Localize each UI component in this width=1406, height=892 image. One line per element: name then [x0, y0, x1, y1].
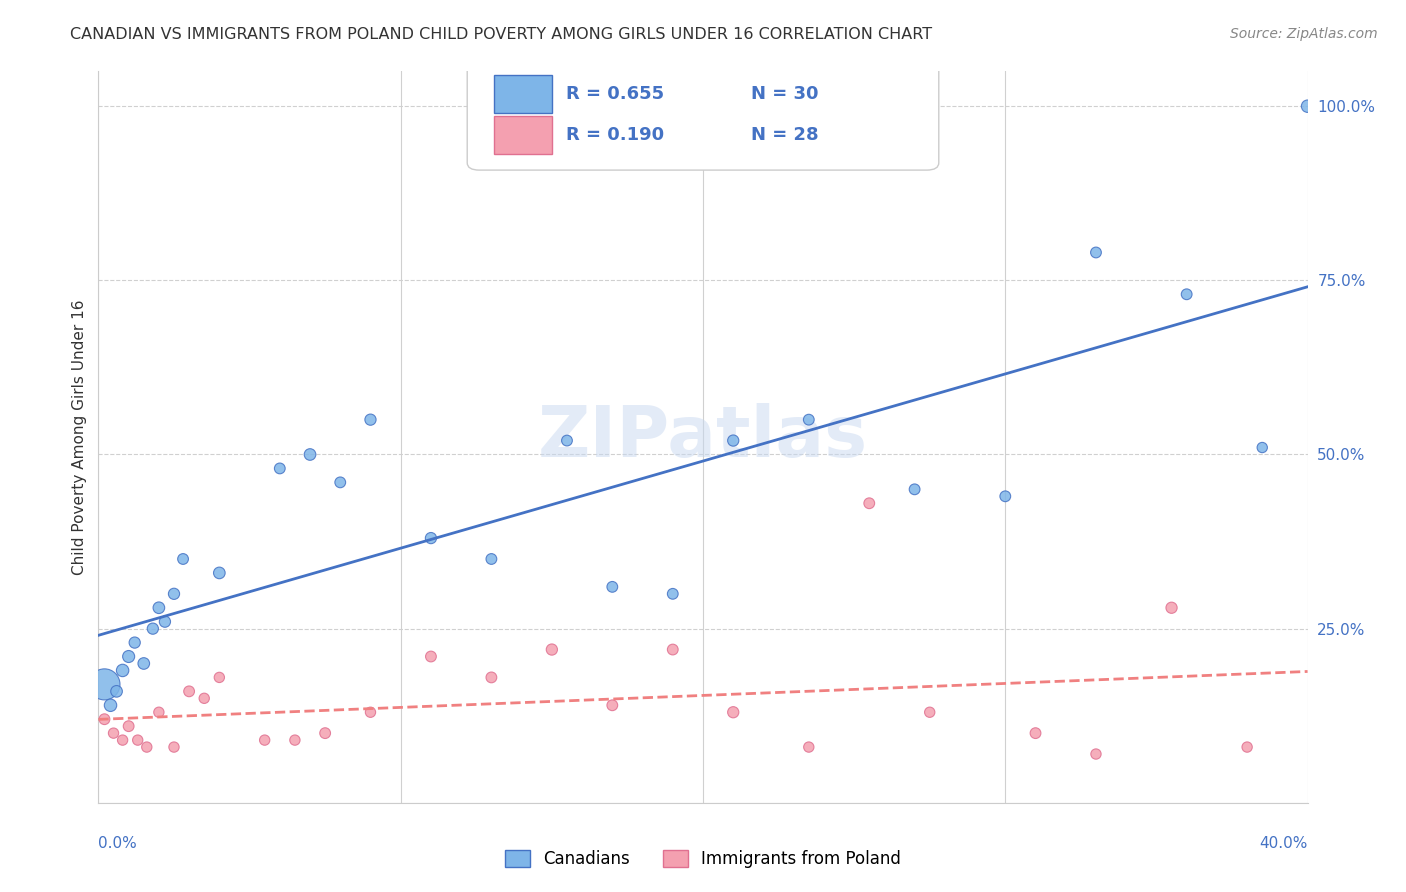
Point [1085, 747, 1108, 761]
Point [1085, 245, 1108, 260]
Point [555, 434, 578, 448]
Point [540, 642, 562, 657]
Point [1024, 726, 1046, 740]
Text: Source: ZipAtlas.com: Source: ZipAtlas.com [1230, 27, 1378, 41]
Point [105, 684, 128, 698]
Point [148, 705, 170, 719]
Point [163, 587, 186, 601]
Point [481, 670, 503, 684]
Text: 40.0%: 40.0% [1260, 836, 1308, 851]
Point [179, 684, 201, 698]
Y-axis label: Child Poverty Among Girls Under 16: Child Poverty Among Girls Under 16 [72, 300, 87, 574]
Point [127, 733, 149, 747]
Point [1236, 740, 1258, 755]
Point [118, 649, 141, 664]
Point [132, 657, 155, 671]
Point [193, 691, 215, 706]
Point [314, 726, 336, 740]
Point [662, 642, 685, 657]
Legend: Canadians, Immigrants from Poland: Canadians, Immigrants from Poland [498, 843, 908, 875]
Text: ZIPatlas: ZIPatlas [538, 402, 868, 472]
Point [360, 412, 382, 426]
Point [329, 475, 352, 490]
Point [269, 461, 291, 475]
Point [1251, 441, 1274, 455]
Point [723, 434, 745, 448]
Point [602, 698, 624, 713]
Point [93, 712, 115, 726]
Point [994, 489, 1017, 503]
Text: 0.0%: 0.0% [98, 836, 138, 851]
Point [208, 670, 231, 684]
FancyBboxPatch shape [494, 116, 553, 154]
FancyBboxPatch shape [467, 57, 939, 170]
Point [1175, 287, 1198, 301]
Point [420, 649, 443, 664]
Text: R = 0.190: R = 0.190 [567, 126, 665, 144]
Point [118, 719, 141, 733]
Point [124, 635, 146, 649]
Point [135, 740, 157, 755]
Point [253, 733, 276, 747]
Point [858, 496, 880, 510]
Point [662, 587, 685, 601]
Point [602, 580, 624, 594]
Point [172, 552, 194, 566]
Point [103, 726, 125, 740]
Point [93, 677, 115, 691]
Point [142, 622, 165, 636]
FancyBboxPatch shape [494, 75, 553, 113]
Text: N = 30: N = 30 [751, 85, 818, 103]
Text: N = 28: N = 28 [751, 126, 818, 144]
Text: CANADIAN VS IMMIGRANTS FROM POLAND CHILD POVERTY AMONG GIRLS UNDER 16 CORRELATIO: CANADIAN VS IMMIGRANTS FROM POLAND CHILD… [70, 27, 932, 42]
Point [420, 531, 443, 545]
Text: R = 0.655: R = 0.655 [567, 85, 665, 103]
Point [284, 733, 307, 747]
Point [797, 412, 820, 426]
Point [100, 698, 122, 713]
Point [153, 615, 176, 629]
Point [111, 664, 134, 678]
Point [208, 566, 231, 580]
Point [163, 740, 186, 755]
Point [111, 733, 134, 747]
Point [797, 740, 820, 755]
Point [723, 705, 745, 719]
Point [1296, 99, 1319, 113]
Point [360, 705, 382, 719]
Point [904, 483, 927, 497]
Point [148, 600, 170, 615]
Point [918, 705, 941, 719]
Point [481, 552, 503, 566]
Point [299, 448, 322, 462]
Point [1160, 600, 1182, 615]
